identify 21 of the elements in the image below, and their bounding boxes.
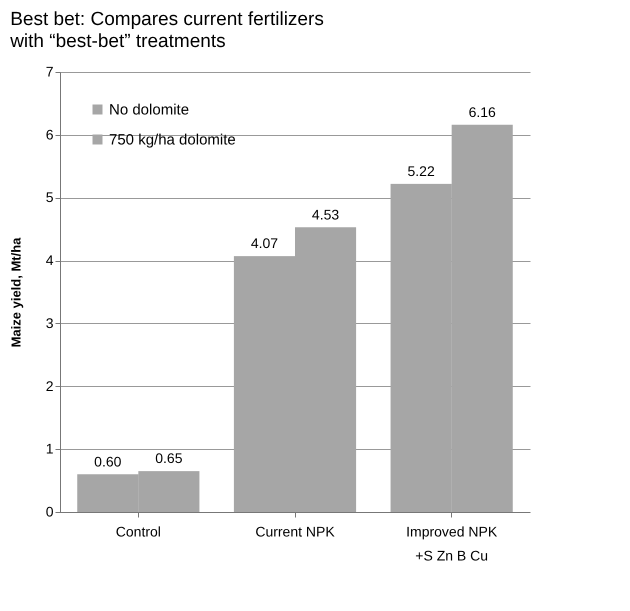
y-tick-label: 4 [46,252,54,268]
x-tick-label: Improved NPK +S Zn B Cu [406,524,498,564]
y-tick-label: 5 [46,189,54,206]
y-axis-title: Maize yield, Mt/ha [8,236,24,348]
y-tick-label: 1 [46,440,54,457]
data-label: 0.60 [94,453,122,470]
data-label: 5.22 [407,162,435,179]
data-label: 4.07 [250,235,278,252]
data-label: 4.53 [312,206,340,222]
y-tick-label: 2 [46,378,54,394]
y-tick-label: 7 [46,64,54,80]
legend-label: 750 kg/ha dolomite [109,132,236,148]
chart-title: Best bet: Compares current fertilizers with “best-bet” treatments [9,9,324,52]
y-tick-label: 3 [46,314,54,331]
y-tick-label: 0 [46,504,54,520]
y-tick-label: 6 [46,126,54,142]
data-label: 6.16 [468,104,496,120]
legend-label: No dolomite [109,102,190,118]
data-label: 0.65 [155,450,183,466]
x-tick-label: Current NPK [255,524,336,540]
x-tick-label: Control [116,524,161,540]
